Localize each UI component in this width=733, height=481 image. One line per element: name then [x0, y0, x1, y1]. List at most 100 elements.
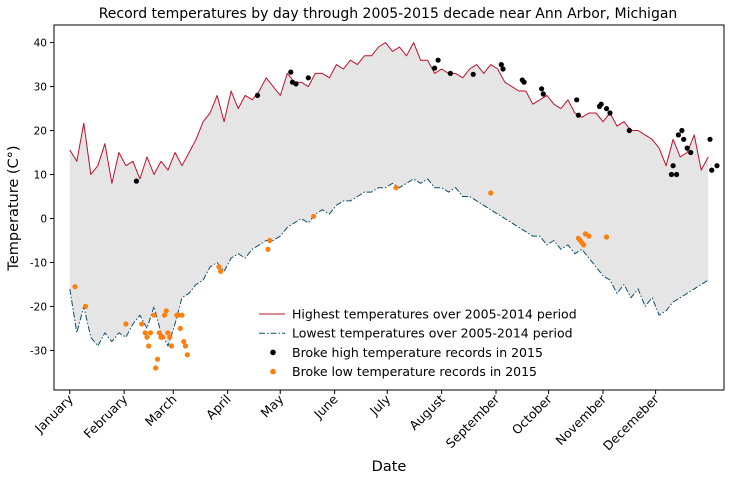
- record-high-point: [681, 136, 687, 142]
- record-low-point: [161, 312, 168, 318]
- x-tick-label: January: [31, 391, 76, 436]
- y-tick-label: -20: [30, 301, 47, 313]
- series-line-highest: [69, 42, 709, 184]
- legend-label: Lowest temperatures over 2005-2014 perio…: [292, 326, 573, 341]
- record-low-point: [182, 343, 189, 349]
- legend-marker: [270, 368, 276, 375]
- record-high-point: [707, 136, 713, 142]
- record-low-point: [72, 284, 78, 290]
- record-high-point: [603, 106, 610, 112]
- x-tick-label: April: [203, 392, 234, 423]
- x-tick-label: March: [142, 392, 180, 430]
- legend-label: Broke high temperature records in 2015: [292, 345, 543, 360]
- x-tick-label: July: [366, 391, 394, 419]
- record-high-point: [435, 57, 441, 63]
- record-low-point: [581, 242, 587, 248]
- record-high-point: [133, 178, 139, 184]
- scatter-layer: [72, 57, 720, 371]
- legend-label: Broke low temperature records in 2015: [292, 364, 537, 379]
- record-low-point: [488, 190, 494, 196]
- record-high-point: [254, 92, 261, 98]
- y-tick-label: 0: [40, 213, 47, 225]
- x-tick-label: May: [258, 391, 287, 420]
- record-low-point: [603, 234, 610, 240]
- plot-area: [53, 24, 725, 391]
- record-high-point: [293, 81, 299, 87]
- record-low-point: [146, 343, 152, 349]
- plot-frame: [53, 24, 725, 391]
- record-low-point: [147, 330, 154, 336]
- record-low-point: [586, 233, 592, 239]
- record-low-point: [265, 246, 271, 252]
- record-high-point: [288, 69, 294, 75]
- x-tick-label: August: [406, 391, 448, 433]
- record-low-point: [267, 237, 273, 244]
- x-tick-label: June: [310, 391, 341, 422]
- record-low-point: [167, 334, 173, 340]
- record-high-point: [668, 171, 675, 178]
- x-tick-label: October: [509, 391, 556, 438]
- record-high-point: [684, 145, 690, 151]
- series-line-lowest: [69, 178, 709, 347]
- series-layer: [69, 42, 709, 347]
- y-tick-label: 40: [34, 38, 47, 50]
- record-high-point: [626, 127, 632, 134]
- record-high-point: [670, 163, 676, 169]
- chart-title: Record temperatures by day through 2005-…: [99, 6, 678, 22]
- record-high-point: [674, 171, 680, 178]
- record-low-point: [181, 339, 187, 345]
- record-low-point: [163, 308, 169, 314]
- y-tick-label: -30: [30, 345, 47, 357]
- record-low-point: [142, 330, 148, 336]
- record-low-point: [218, 268, 224, 274]
- record-high-point: [714, 163, 720, 169]
- record-low-point: [151, 312, 157, 318]
- x-axis: January February March April May June July Augu…: [31, 390, 662, 453]
- record-high-point: [521, 79, 527, 85]
- x-tick-label: Decemeber: [600, 391, 662, 453]
- record-low-point: [393, 185, 399, 191]
- record-low-point: [165, 330, 171, 336]
- y-axis-title: Temperature (C°): [6, 145, 22, 271]
- record-low-point: [216, 264, 222, 270]
- y-tick-label: -10: [30, 257, 47, 269]
- record-low-point: [139, 321, 145, 327]
- x-tick-label: September: [443, 391, 503, 451]
- y-tick-label: 30: [34, 82, 47, 94]
- record-low-point: [160, 334, 166, 340]
- record-high-point: [498, 62, 504, 68]
- record-high-point: [688, 149, 694, 156]
- record-high-point: [675, 132, 682, 138]
- record-high-point: [539, 86, 545, 92]
- record-low-point: [83, 303, 89, 309]
- legend-marker: [270, 349, 276, 356]
- y-tick-label: 20: [34, 126, 47, 138]
- record-high-point: [607, 110, 613, 116]
- record-high-point: [679, 127, 685, 134]
- x-axis-title: Date: [372, 459, 407, 475]
- y-tick-label: 10: [34, 170, 47, 182]
- record-low-point: [177, 325, 183, 331]
- record-high-point: [709, 167, 715, 173]
- temperature-range-fill: [69, 42, 709, 346]
- record-low-point: [156, 330, 162, 336]
- record-low-point: [153, 365, 159, 371]
- record-low-point: [144, 334, 150, 340]
- record-low-point: [123, 321, 129, 327]
- record-high-point: [305, 75, 311, 81]
- x-tick-label: February: [81, 391, 131, 441]
- record-high-point: [574, 97, 580, 103]
- record-high-point: [598, 101, 604, 107]
- y-axis: -30 -20 -10 0 10 20 30 40: [30, 38, 54, 357]
- x-tick-label: November: [553, 391, 610, 448]
- record-low-point: [168, 343, 175, 349]
- record-high-point: [470, 71, 476, 77]
- record-high-point: [540, 91, 546, 97]
- record-high-point: [575, 112, 582, 118]
- record-low-point: [154, 356, 161, 362]
- legend: Highest temperatures over 2005-2014 peri…: [259, 307, 577, 379]
- record-low-point: [184, 352, 190, 358]
- record-high-point: [447, 70, 453, 76]
- record-high-point: [500, 66, 506, 72]
